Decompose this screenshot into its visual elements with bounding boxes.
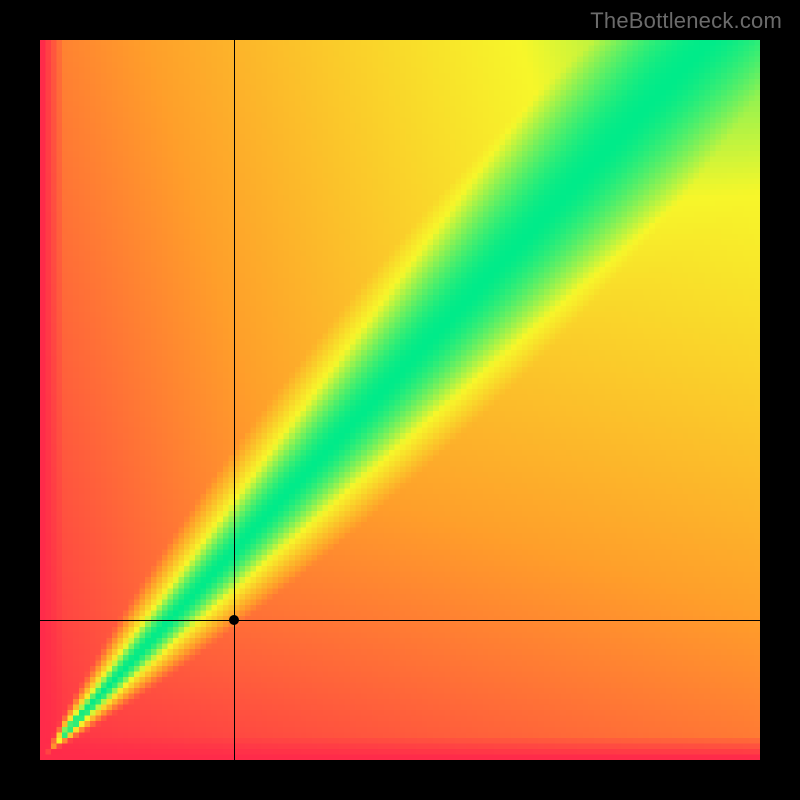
heatmap-plot: [40, 40, 760, 760]
crosshair-vertical: [234, 40, 235, 760]
watermark-text: TheBottleneck.com: [590, 8, 782, 34]
crosshair-marker: [229, 615, 239, 625]
crosshair-horizontal: [40, 620, 760, 621]
heatmap-canvas: [40, 40, 760, 760]
